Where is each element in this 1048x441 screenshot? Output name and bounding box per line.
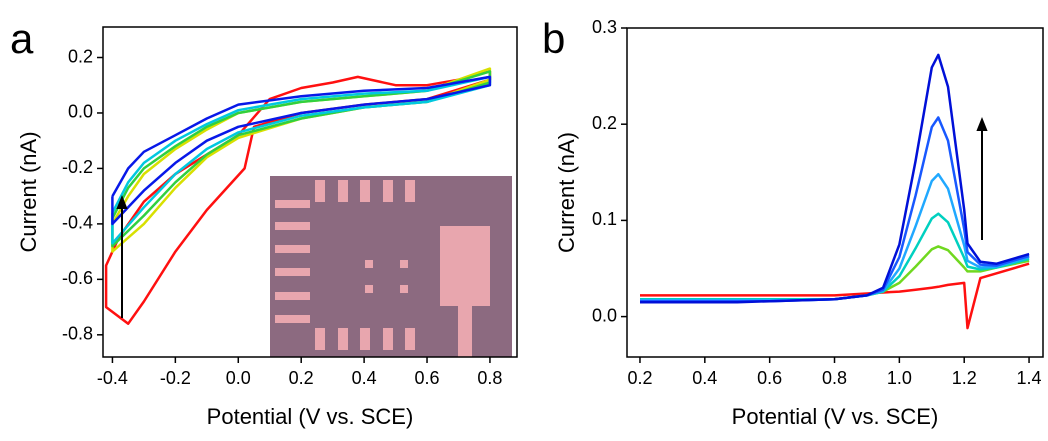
- y-tick-label: 0.0: [592, 305, 617, 325]
- panel-label: a: [10, 15, 34, 62]
- y-tick-label: 0.0: [68, 102, 93, 122]
- x-tick-label: 0.2: [627, 368, 652, 388]
- x-tick-label: -0.4: [97, 368, 128, 388]
- x-tick-label: 1.2: [952, 368, 977, 388]
- x-tick-label: 0.6: [415, 368, 440, 388]
- data-line: [640, 116, 1030, 303]
- x-tick-label: 0.6: [757, 368, 782, 388]
- plot-frame: [102, 26, 518, 358]
- x-tick-label: 1.4: [1017, 368, 1042, 388]
- y-tick-label: 0.2: [68, 46, 93, 66]
- x-axis-title: Potential (V vs. SCE): [732, 404, 939, 429]
- y-tick-label: -0.8: [62, 324, 93, 344]
- y-tick-label: 0.3: [592, 17, 617, 37]
- data-line: [640, 172, 1030, 302]
- data-line: [640, 262, 1030, 330]
- x-tick-label: 0.4: [352, 368, 377, 388]
- y-tick-label: 0.2: [592, 113, 617, 133]
- inset-photo: [270, 176, 512, 357]
- data-line: [111, 75, 492, 226]
- y-tick-label: -0.6: [62, 268, 93, 288]
- x-tick-label: 1.0: [887, 368, 912, 388]
- plot-frame: [626, 27, 1044, 358]
- panel-label: b: [542, 15, 565, 62]
- x-tick-label: 0.8: [822, 368, 847, 388]
- y-axis-title: Current (nA): [554, 132, 579, 253]
- x-tick-label: 0.8: [477, 368, 502, 388]
- x-axis-title: Potential (V vs. SCE): [207, 404, 414, 429]
- y-tick-label: 0.1: [592, 209, 617, 229]
- y-tick-label: -0.4: [62, 213, 93, 233]
- x-tick-label: -0.2: [160, 368, 191, 388]
- y-tick-label: -0.2: [62, 157, 93, 177]
- x-tick-label: 0.2: [289, 368, 314, 388]
- data-line: [640, 53, 1030, 304]
- y-axis-title: Current (nA): [16, 131, 41, 252]
- x-tick-label: 0.0: [226, 368, 251, 388]
- x-tick-label: 0.4: [692, 368, 717, 388]
